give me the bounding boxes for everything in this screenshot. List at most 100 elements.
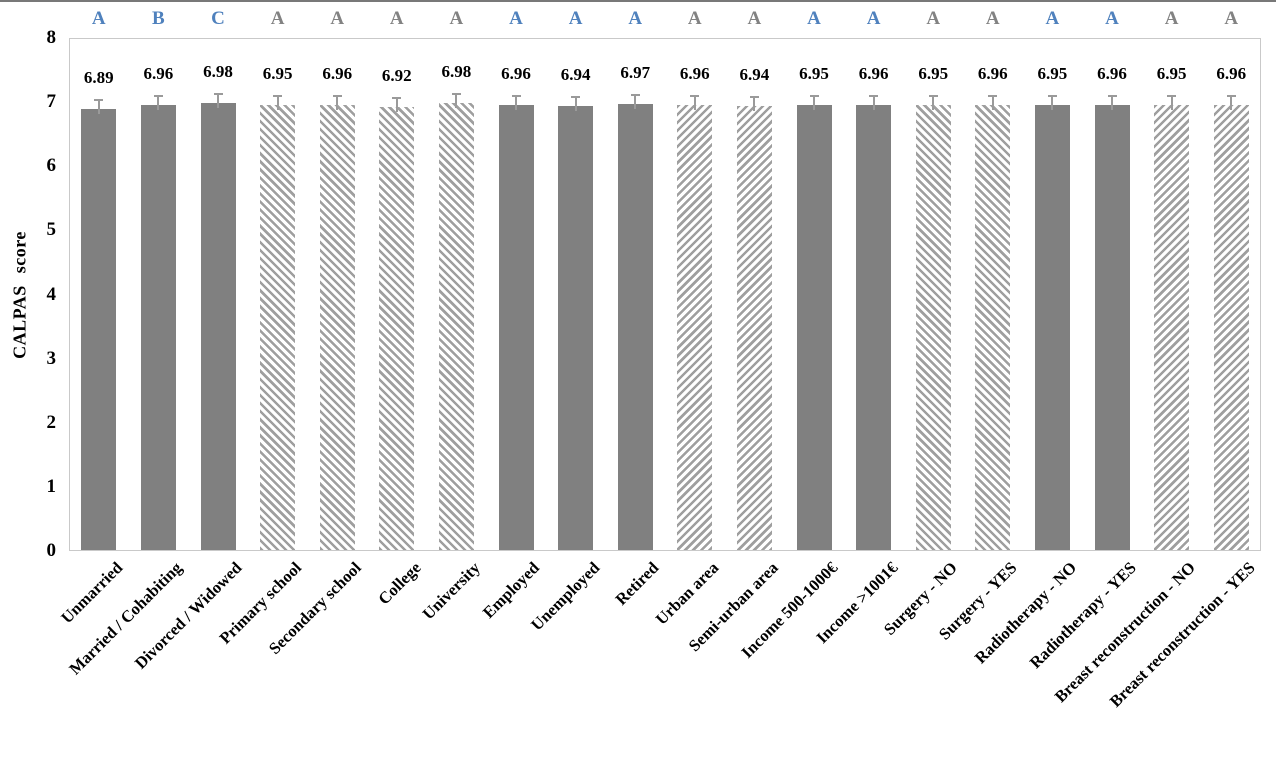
- error-bar-cap: [94, 99, 104, 102]
- error-bar-cap: [809, 95, 819, 98]
- error-bar-cap: [213, 93, 223, 96]
- error-bar-line: [217, 94, 219, 109]
- error-bar-line: [753, 96, 756, 111]
- error-bar-line: [693, 95, 696, 110]
- bar: [796, 105, 832, 550]
- significance-letter: B: [152, 8, 165, 29]
- significance-letter: A: [628, 8, 643, 29]
- figure-top-border: [0, 0, 1276, 2]
- bar-value-label: 6.96: [1097, 63, 1127, 83]
- error-bar-line: [634, 95, 637, 110]
- significance-letter: A: [926, 8, 941, 29]
- significance-letter: A: [91, 8, 106, 29]
- error-bar-cap: [1107, 94, 1117, 97]
- error-bar-cap: [451, 93, 461, 96]
- bar: [140, 104, 176, 550]
- error-bar-cap: [153, 94, 163, 97]
- bar: [1213, 104, 1249, 550]
- bar-value-label: 6.94: [560, 64, 591, 84]
- bar: [856, 104, 892, 550]
- significance-letter: A: [985, 8, 1000, 29]
- error-bar-line: [395, 98, 398, 113]
- bar: [1094, 104, 1130, 550]
- bar-value-label: 6.96: [322, 63, 353, 83]
- significance-letter: A: [449, 8, 464, 29]
- bar: [558, 105, 594, 550]
- plot-area: [69, 38, 1261, 551]
- error-bar-cap: [749, 95, 759, 98]
- error-bar-cap: [392, 97, 402, 100]
- error-bar-line: [1170, 96, 1173, 111]
- y-tick-label: 2: [46, 411, 57, 433]
- significance-letter: A: [1164, 8, 1179, 29]
- error-bar-cap: [571, 95, 581, 98]
- error-bar-cap: [630, 94, 640, 97]
- bar-value-label: 6.97: [620, 63, 651, 83]
- bar: [1034, 105, 1070, 550]
- error-bar-cap: [1226, 94, 1236, 97]
- error-bar-line: [872, 95, 875, 110]
- bar-value-label: 6.89: [83, 68, 114, 88]
- bar: [319, 104, 355, 550]
- significance-letter: A: [866, 8, 881, 29]
- bar-value-label: 6.95: [1037, 64, 1068, 84]
- significance-letter: A: [1045, 8, 1060, 29]
- bar-value-label: 6.95: [799, 64, 829, 84]
- error-bar-cap: [1167, 95, 1177, 98]
- error-bar-line: [157, 95, 160, 110]
- bar: [379, 107, 415, 550]
- error-bar-cap: [332, 94, 342, 97]
- significance-letter: A: [568, 8, 583, 29]
- significance-letter: A: [1105, 8, 1119, 29]
- bar-value-label: 6.95: [1156, 64, 1187, 84]
- x-axis-label: Married / Cohabiting: [65, 558, 186, 679]
- bar-value-label: 6.92: [381, 66, 412, 86]
- bar: [200, 103, 236, 550]
- error-bar-cap: [869, 94, 879, 97]
- error-bar-cap: [273, 95, 283, 98]
- bar-value-label: 6.98: [441, 62, 472, 82]
- x-axis-label: Radiotherapy - NO: [970, 558, 1080, 668]
- bar: [736, 105, 772, 550]
- bar-value-label: 6.96: [679, 63, 710, 83]
- bar-value-label: 6.94: [739, 64, 770, 84]
- significance-letter: C: [211, 8, 225, 29]
- error-bar-line: [574, 96, 577, 111]
- y-tick-label: 0: [46, 540, 57, 561]
- y-tick-label: 7: [46, 91, 57, 113]
- error-bar-line: [455, 94, 458, 109]
- error-bar-line: [276, 96, 279, 111]
- significance-letter: A: [747, 8, 762, 29]
- bar: [617, 104, 653, 550]
- bar: [1154, 105, 1190, 550]
- error-bar-cap: [1047, 95, 1057, 98]
- error-bar-line: [1111, 95, 1113, 110]
- x-axis-label: Divorced / Widowed: [130, 558, 246, 673]
- error-bar-cap: [690, 94, 700, 97]
- significance-letter: A: [807, 8, 821, 29]
- bar-value-label: 6.98: [203, 62, 233, 82]
- bar: [677, 104, 713, 550]
- error-bar-line: [991, 95, 994, 110]
- error-bar-line: [97, 100, 100, 115]
- bar: [915, 105, 951, 550]
- x-axis-label: College: [373, 558, 425, 609]
- bar-value-label: 6.96: [858, 63, 889, 83]
- bar: [498, 104, 534, 550]
- error-bar-cap: [511, 94, 521, 97]
- x-axis-label: Radiotherapy - YES: [1025, 558, 1140, 673]
- error-bar-line: [515, 95, 517, 110]
- error-bar-cap: [988, 94, 998, 97]
- error-bar-line: [1230, 95, 1233, 110]
- bar-value-label: 6.96: [977, 63, 1008, 83]
- significance-letter: A: [389, 8, 404, 29]
- y-tick-label: 6: [46, 155, 57, 177]
- y-tick-label: 5: [46, 219, 57, 241]
- y-tick-label: 3: [46, 347, 57, 369]
- error-bar-line: [813, 96, 815, 111]
- bar-value-label: 6.96: [1216, 63, 1247, 83]
- bar: [81, 109, 117, 550]
- significance-letter: A: [509, 8, 523, 29]
- x-axis-label: Retired: [611, 558, 663, 609]
